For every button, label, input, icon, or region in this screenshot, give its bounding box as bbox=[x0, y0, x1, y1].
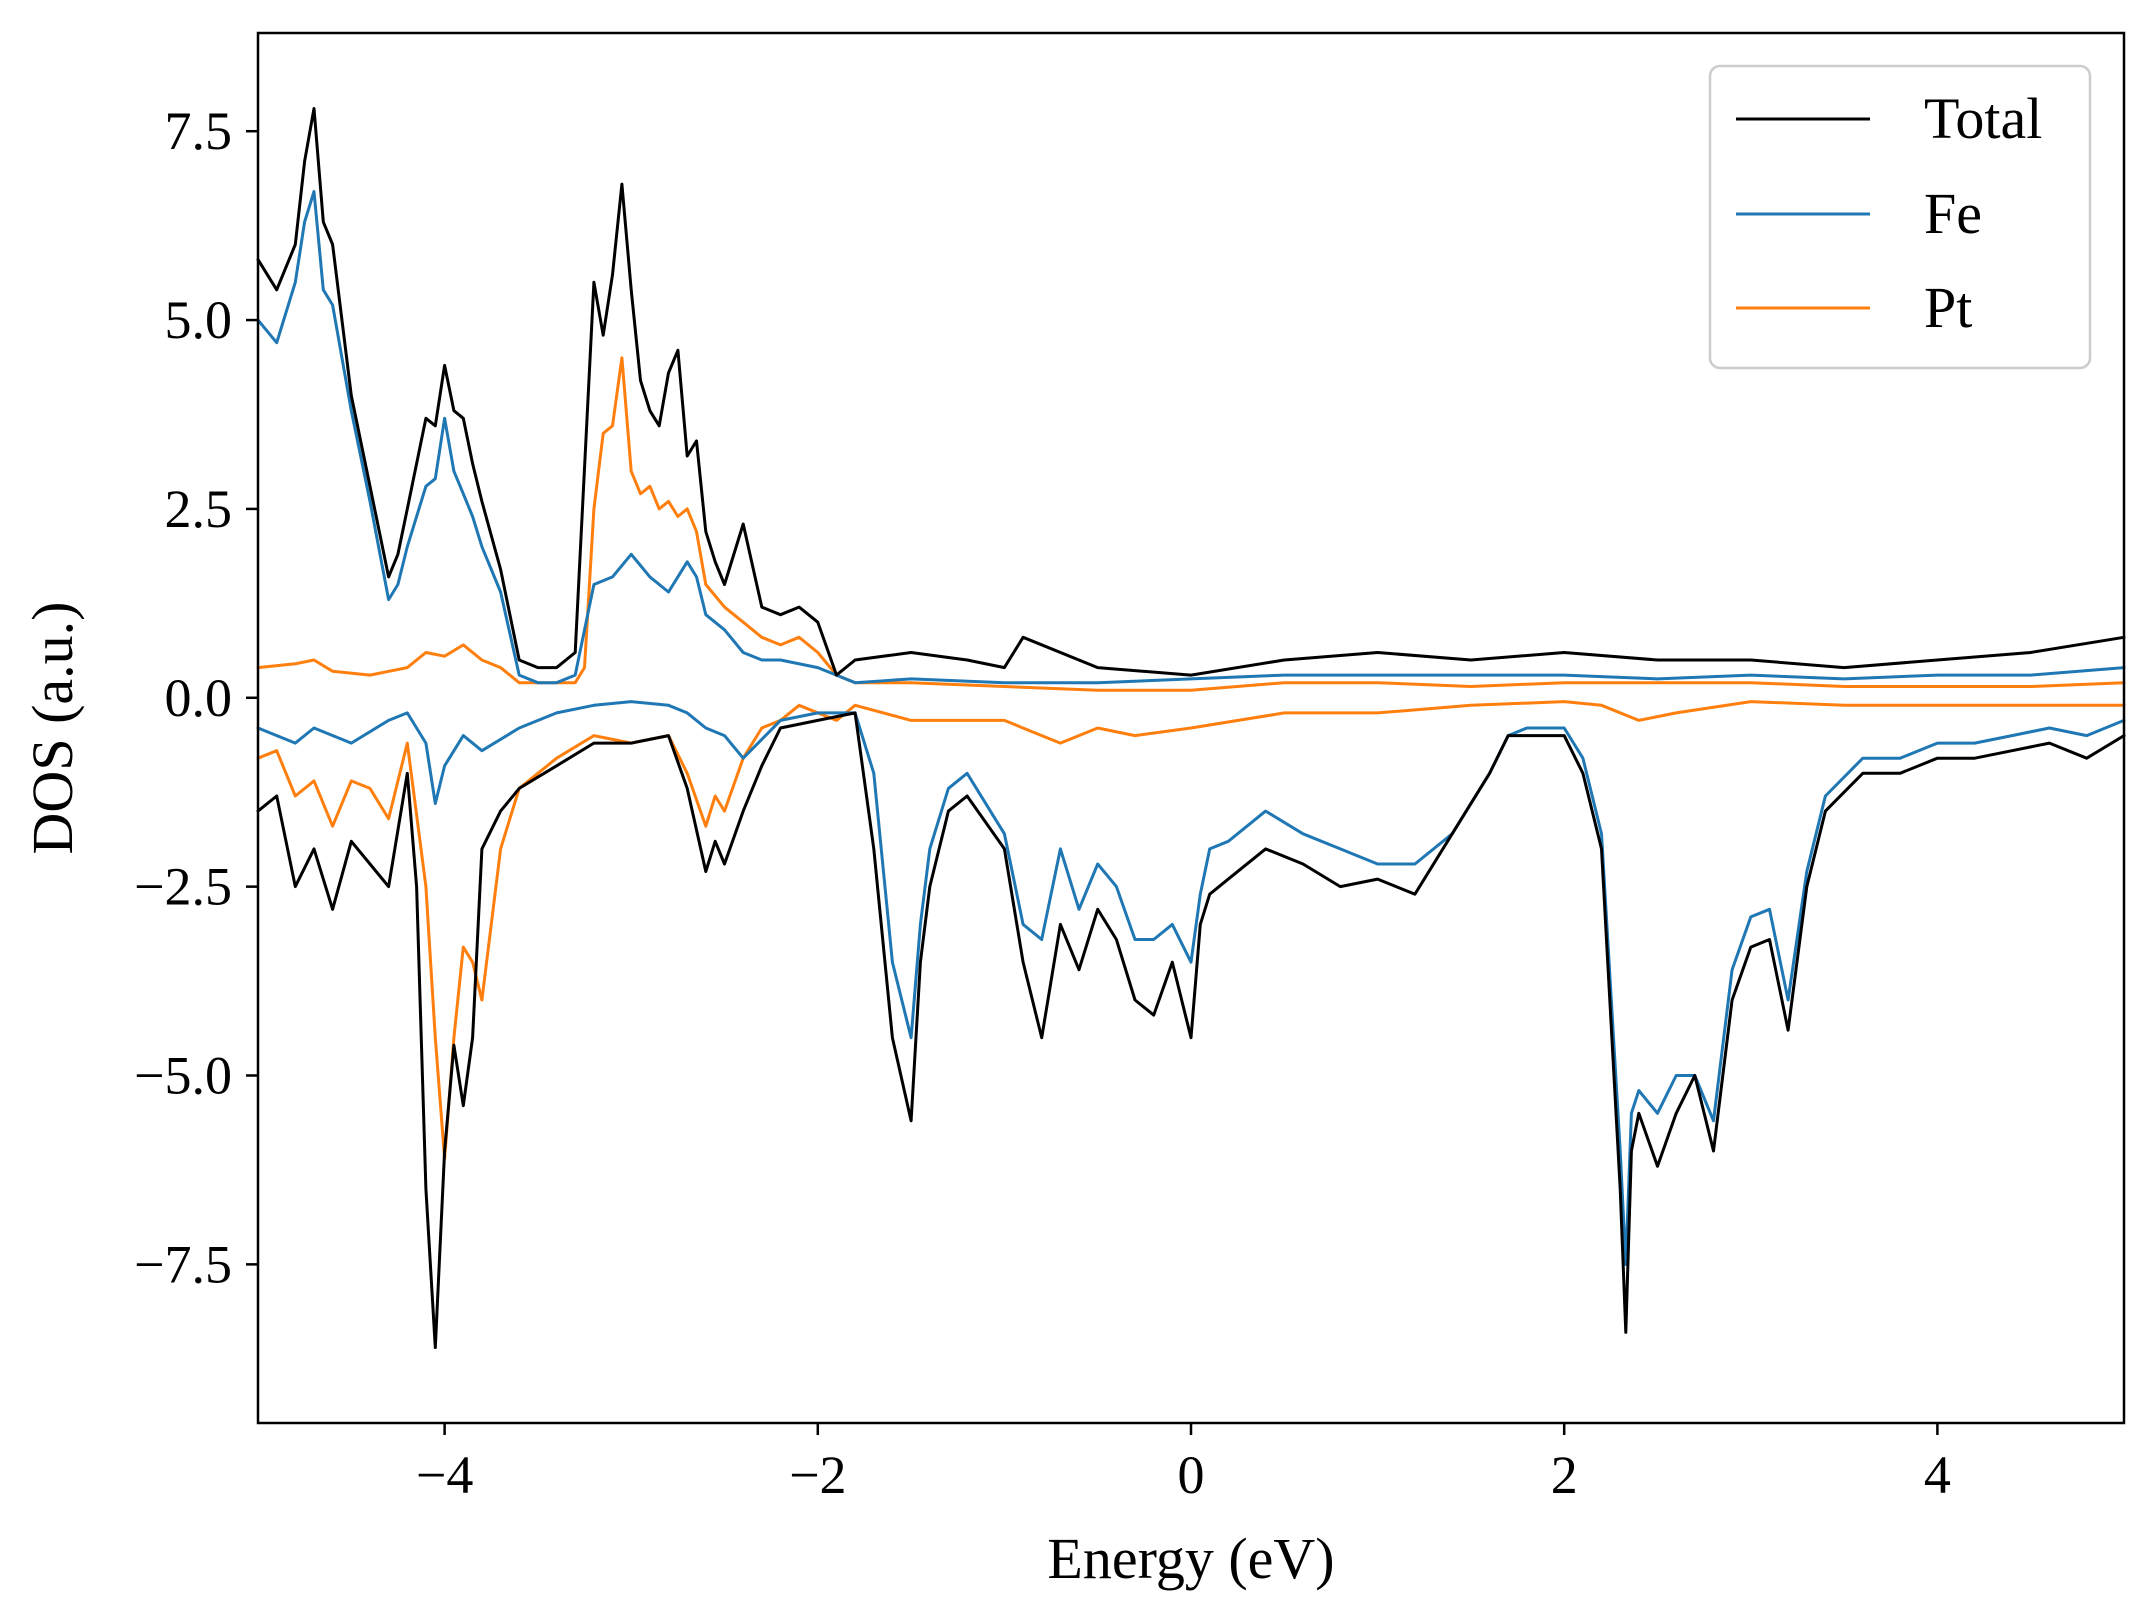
series-layer bbox=[256, 107, 2126, 1349]
series-line-total-spin-up bbox=[256, 107, 2126, 677]
x-tick-label: 0 bbox=[1178, 1445, 1205, 1505]
legend-box bbox=[1708, 64, 2092, 370]
y-tick-label: 7.5 bbox=[165, 101, 233, 161]
legend-label-fe: Fe bbox=[1924, 181, 1982, 246]
x-axis-label: Energy (eV) bbox=[1047, 1526, 1334, 1591]
y-axis-label: DOS (a.u.) bbox=[20, 602, 85, 855]
y-tick-label: 5.0 bbox=[165, 290, 233, 350]
series-line-total-spin-down bbox=[256, 711, 2126, 1349]
series-line-fe-spin-down bbox=[256, 700, 2126, 1266]
legend-label-total: Total bbox=[1924, 86, 2042, 151]
x-tick-label: 4 bbox=[1924, 1445, 1951, 1505]
legend-label-pt: Pt bbox=[1924, 275, 1972, 340]
x-tick-label: −2 bbox=[789, 1445, 846, 1505]
y-tick-label: −2.5 bbox=[134, 857, 232, 917]
y-tick-label: 0.0 bbox=[165, 668, 233, 728]
x-tick-label: −4 bbox=[416, 1445, 473, 1505]
legend: Total Fe Pt bbox=[1708, 64, 2092, 370]
series-line-pt-spin-down bbox=[256, 700, 2126, 1161]
x-tick-label: 2 bbox=[1551, 1445, 1578, 1505]
series-line-pt-spin-up bbox=[256, 356, 2126, 692]
y-axis: 7.5 5.0 2.5 0.0 −2.5 −5.0 −7.5 bbox=[134, 101, 258, 1294]
y-tick-label: −5.0 bbox=[134, 1046, 232, 1106]
y-tick-label: −7.5 bbox=[134, 1234, 232, 1294]
y-tick-label: 2.5 bbox=[165, 479, 233, 539]
x-axis: −4 −2 0 2 4 bbox=[416, 1423, 1951, 1505]
series-line-fe-spin-up bbox=[256, 190, 2126, 685]
